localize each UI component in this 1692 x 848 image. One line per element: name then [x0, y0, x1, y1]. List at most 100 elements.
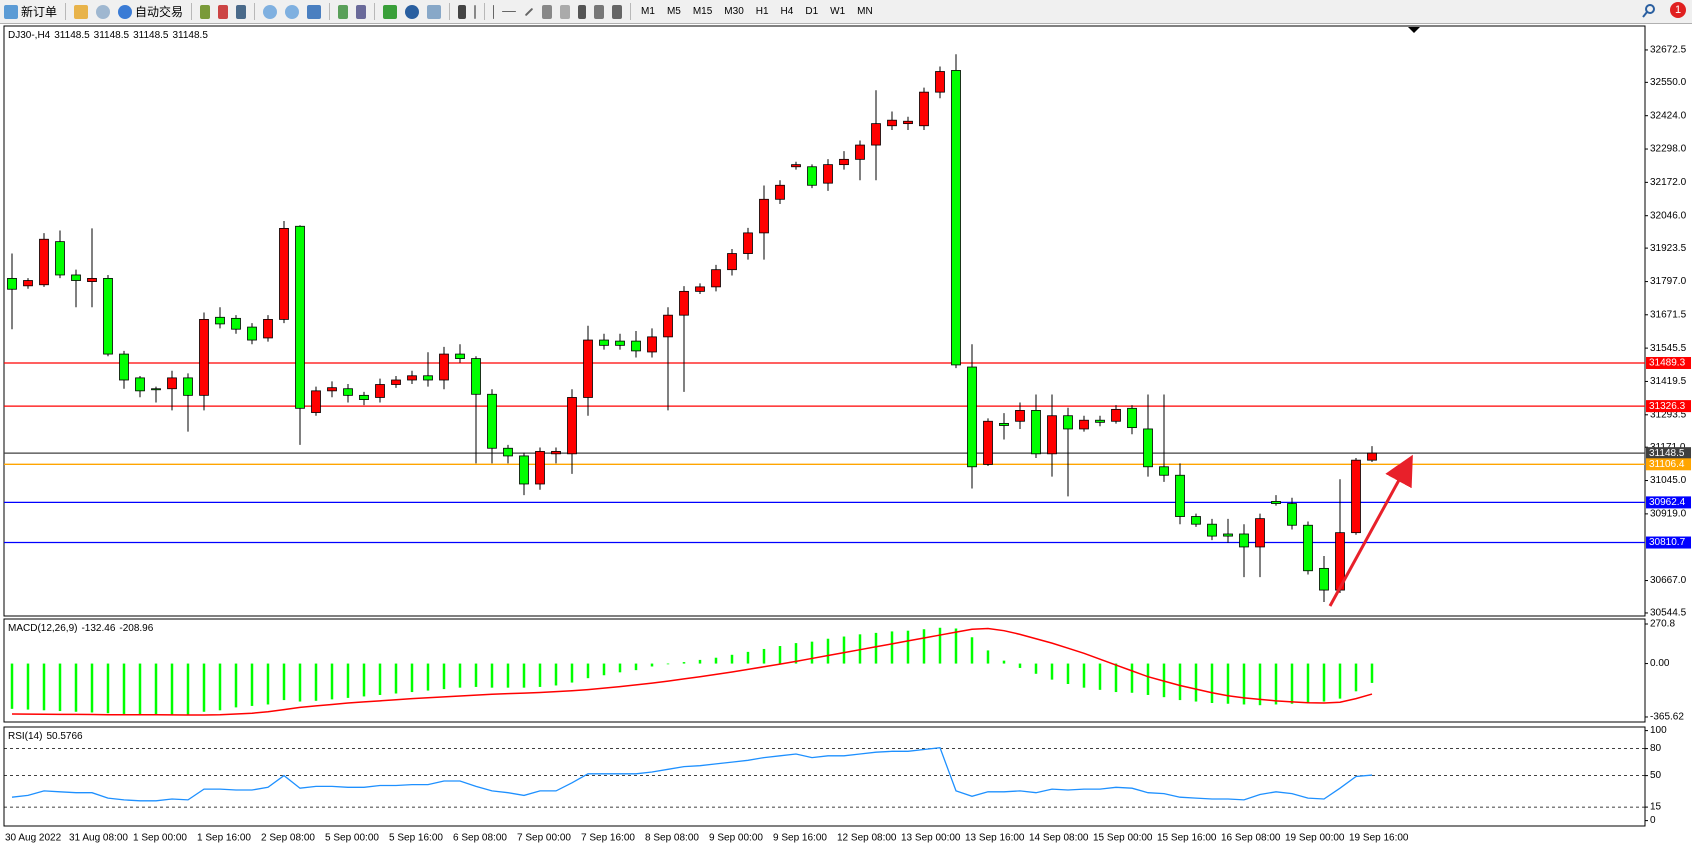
timeframe-button[interactable]: M1	[641, 6, 655, 17]
timeframe-button[interactable]: M5	[666, 6, 681, 17]
candle-body	[135, 377, 145, 392]
tool-button[interactable]	[92, 2, 114, 22]
candle-body	[711, 269, 721, 288]
new-order-button[interactable]: 新订单	[0, 2, 61, 22]
candle-body	[423, 375, 433, 381]
x-tick-label: 13 Sep 16:00	[965, 833, 1025, 844]
vline-button[interactable]	[489, 2, 498, 22]
tool-button[interactable]	[214, 2, 232, 22]
zoom-out-button[interactable]	[281, 2, 303, 22]
price-level-tag	[1646, 356, 1691, 369]
auto-trading-button[interactable]: 自动交易	[114, 2, 187, 22]
x-tick-label: 1 Sep 16:00	[197, 833, 251, 844]
x-tick-label: 15 Sep 00:00	[1093, 833, 1153, 844]
trendline-button[interactable]	[520, 2, 538, 22]
candle-body	[39, 238, 49, 286]
candle-body	[663, 314, 673, 338]
price-level-tag	[1646, 458, 1691, 471]
indicator-button[interactable]	[379, 2, 401, 22]
header-value: 31148.5	[133, 30, 169, 41]
y-tick-label: 32298.0	[1650, 144, 1687, 155]
timeframe-button[interactable]: H1	[755, 6, 769, 17]
y-tick-label: 270.8	[1650, 619, 1675, 630]
x-tick-label: 31 Aug 08:00	[69, 833, 128, 844]
tool-button[interactable]	[232, 2, 250, 22]
x-tick-label: 6 Sep 08:00	[453, 833, 507, 844]
timeframe-button[interactable]: D1	[805, 6, 819, 17]
candle-body	[1175, 474, 1185, 517]
tool-button[interactable]	[538, 2, 556, 22]
template-button[interactable]	[423, 2, 445, 22]
timeframe-button[interactable]: M15	[692, 6, 713, 17]
timeframe-button[interactable]: H4	[780, 6, 794, 17]
tool-button[interactable]	[196, 2, 214, 22]
candle-body	[215, 316, 225, 325]
candle-body	[279, 227, 289, 320]
candle-body	[7, 278, 17, 290]
tool-button[interactable]	[556, 2, 574, 22]
y-tick-label: 100	[1650, 725, 1667, 736]
price-level-label: 31489.3	[1649, 358, 1686, 369]
y-tick-label: 31671.5	[1650, 309, 1687, 320]
candle-body	[199, 319, 209, 396]
panel-header: RSI(14) 50.5766	[8, 731, 83, 742]
candle-body	[391, 379, 401, 385]
candle-body	[679, 290, 689, 316]
candle-body	[1015, 410, 1025, 422]
candle-body	[263, 319, 273, 339]
candle-body	[839, 158, 849, 166]
candle-body	[823, 164, 833, 184]
candle-body	[1303, 524, 1313, 572]
tool-button[interactable]	[334, 2, 352, 22]
shapes-button[interactable]	[608, 2, 626, 22]
search-button[interactable]	[1642, 4, 1656, 21]
text-button[interactable]	[574, 2, 590, 22]
candle-body	[695, 286, 705, 292]
tile-button[interactable]	[303, 2, 325, 22]
y-tick-label: 32172.0	[1650, 177, 1687, 188]
header-value: -132.46	[81, 623, 115, 634]
candle-body	[583, 339, 593, 398]
candle-body	[119, 353, 129, 381]
timeframe-button[interactable]: W1	[830, 6, 846, 17]
period-button[interactable]	[401, 2, 423, 22]
candle-body	[1031, 410, 1041, 455]
y-tick-label: -365.62	[1650, 712, 1684, 723]
cursor-button[interactable]	[454, 2, 470, 22]
candle-body	[871, 123, 881, 146]
tool-button[interactable]	[70, 2, 92, 22]
y-tick-label: 15	[1650, 802, 1662, 813]
candle-body	[647, 336, 657, 353]
candle-body	[599, 339, 609, 346]
candle-body	[567, 397, 577, 455]
x-tick-label: 12 Sep 08:00	[837, 833, 897, 844]
candle-body	[87, 278, 97, 282]
timeframe-button[interactable]: M30	[724, 6, 744, 17]
y-tick-label: 31045.0	[1650, 475, 1687, 486]
notification-badge[interactable]: 1	[1670, 2, 1686, 18]
button-label: 新订单	[21, 5, 58, 19]
zoom-in-button[interactable]	[259, 2, 281, 22]
candle-body	[791, 164, 801, 168]
y-tick-label: 30667.0	[1650, 575, 1687, 586]
tool-button[interactable]	[352, 2, 370, 22]
x-tick-label: 8 Sep 08:00	[645, 833, 699, 844]
price-level-tag	[1646, 447, 1691, 460]
hline-button[interactable]	[498, 2, 520, 22]
candle-body	[103, 278, 113, 355]
y-tick-label: 31419.5	[1650, 376, 1687, 387]
search-icon	[1642, 4, 1655, 18]
panel-frame	[3, 618, 1646, 723]
candle-body	[967, 366, 977, 468]
timeframe-button[interactable]: MN	[857, 6, 873, 17]
y-tick-label: 32424.0	[1650, 110, 1687, 121]
y-tick-label: 0	[1650, 815, 1656, 826]
label-button[interactable]	[590, 2, 608, 22]
candle-body	[295, 225, 305, 409]
candle-body	[951, 70, 961, 366]
crosshair-button[interactable]	[470, 2, 480, 22]
price-level-tag	[1646, 536, 1691, 549]
candle-body	[247, 326, 257, 341]
x-tick-label: 19 Sep 16:00	[1349, 833, 1409, 844]
candle-body	[631, 340, 641, 352]
